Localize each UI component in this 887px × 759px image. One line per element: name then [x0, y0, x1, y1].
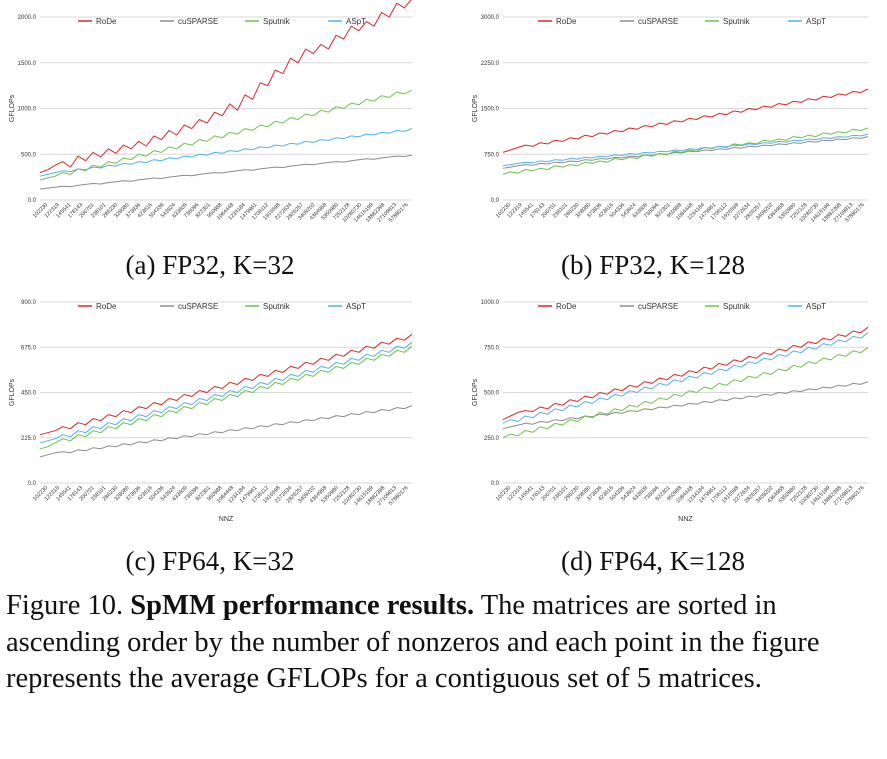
series-line-cusparse — [39, 405, 413, 458]
legend-label-sputnik: Sputnik — [723, 302, 751, 311]
x-axis-label: NNZ — [678, 516, 693, 523]
y-tick-label: 750.0 — [484, 152, 500, 158]
chart-c: 0.0 225.0 450.0 675.0 900.0 GFLOPs 102230 12231… — [0, 285, 440, 530]
y-axis-label: GFLOPs — [9, 94, 16, 122]
series-line-sputnik — [39, 89, 413, 181]
chart-d: 0.0 250.0 500.0 750.0 1000.0 GFLOPs 102230 1223… — [443, 285, 887, 530]
legend-label-aspt: ASpT — [346, 302, 366, 311]
series-line-cusparse — [502, 136, 869, 169]
legend-label-aspt: ASpT — [346, 17, 366, 26]
legend-label-sputnik: Sputnik — [263, 302, 291, 311]
y-tick-label: 900.0 — [21, 300, 37, 306]
chart-b-svg: 0.0750.01500.02250.03000.0GFLOPs10223012… — [472, 15, 869, 224]
y-tick-label: 675.0 — [21, 345, 37, 351]
chart-a: 0.0 500.0 1000.0 1500.0 2000.0 GFLOPs 102230 12… — [0, 0, 440, 240]
y-tick-label: 1500.0 — [18, 61, 37, 67]
chart-a-svg: 0.0500.01000.01500.02000.0GFLOPs10223012… — [9, 0, 413, 224]
legend-label-sputnik: Sputnik — [263, 17, 291, 26]
series-line-cusparse — [39, 154, 413, 190]
series-line-cusparse — [502, 381, 869, 430]
y-tick-label: 225.0 — [21, 436, 37, 442]
series-line-rode — [502, 88, 869, 153]
x-axis-label: NNZ — [219, 516, 234, 523]
y-axis-label: GFLOPs — [9, 378, 16, 406]
y-axis-label: GFLOPs — [472, 378, 479, 406]
series-line-rode — [39, 333, 413, 436]
y-tick-label: 1000.0 — [18, 107, 37, 113]
legend-label-rode: RoDe — [96, 17, 117, 26]
series-line-sputnik — [502, 127, 869, 175]
y-tick-label: 250.0 — [484, 436, 500, 442]
legend-label-rode: RoDe — [556, 302, 577, 311]
series-line-aspt — [502, 332, 869, 424]
y-tick-label: 0.0 — [491, 198, 500, 204]
series-line-aspt — [39, 128, 413, 177]
chart-b: 0.0 750.0 1500.0 2250.0 3000.0 GFLOPs 102230 12… — [443, 0, 887, 240]
subtitle-c: (c) FP64, K=32 — [125, 546, 295, 576]
legend-label-cusparse: cuSPARSE — [178, 17, 218, 26]
legend-label-cusparse: cuSPARSE — [638, 302, 678, 311]
series-line-sputnik — [502, 346, 869, 439]
legend-label-sputnik: Sputnik — [723, 17, 751, 26]
y-tick-label: 1500.0 — [481, 107, 500, 113]
subtitle-a: (a) FP32, K=32 — [125, 250, 295, 280]
y-tick-label: 1000.0 — [481, 300, 500, 306]
y-tick-label: 500.0 — [484, 391, 500, 397]
series-line-rode — [502, 326, 869, 421]
series-line-aspt — [502, 133, 869, 167]
legend-label-rode: RoDe — [556, 17, 577, 26]
figure-caption: Figure 10. SpMM performance results. The… — [6, 588, 881, 698]
legend-label-cusparse: cuSPARSE — [638, 17, 678, 26]
y-axis-label: GFLOPs — [472, 94, 479, 122]
caption-bold: SpMM performance results. — [130, 590, 475, 621]
legend-label-rode: RoDe — [96, 302, 117, 311]
y-tick-label: 2000.0 — [18, 15, 37, 21]
y-tick-label: 3000.0 — [481, 15, 500, 21]
y-tick-label: 450.0 — [21, 391, 37, 397]
y-tick-label: 500.0 — [21, 152, 37, 158]
y-tick-label: 0.0 — [491, 481, 500, 487]
chart-d-svg: 0.0250.0500.0750.01000.0GFLOPs1022301223… — [472, 300, 869, 523]
series-line-sputnik — [39, 345, 413, 450]
caption-label: Figure 10. — [6, 590, 131, 621]
subtitle-b: (b) FP32, K=128 — [561, 250, 745, 280]
chart-c-svg: 0.0225.0450.0675.0900.0GFLOPs10223012231… — [9, 300, 413, 523]
y-tick-label: 750.0 — [484, 345, 500, 351]
legend-label-aspt: ASpT — [806, 302, 826, 311]
series-line-rode — [39, 0, 412, 174]
y-tick-label: 2250.0 — [481, 61, 500, 67]
y-tick-label: 0.0 — [28, 198, 37, 204]
legend-label-aspt: ASpT — [806, 17, 826, 26]
caption-text: The matrices are sorted in ascending ord… — [6, 590, 820, 694]
series-line-aspt — [39, 341, 413, 444]
legend-label-cusparse: cuSPARSE — [178, 302, 218, 311]
subtitle-d: (d) FP64, K=128 — [561, 546, 745, 576]
y-tick-label: 0.0 — [28, 481, 37, 487]
